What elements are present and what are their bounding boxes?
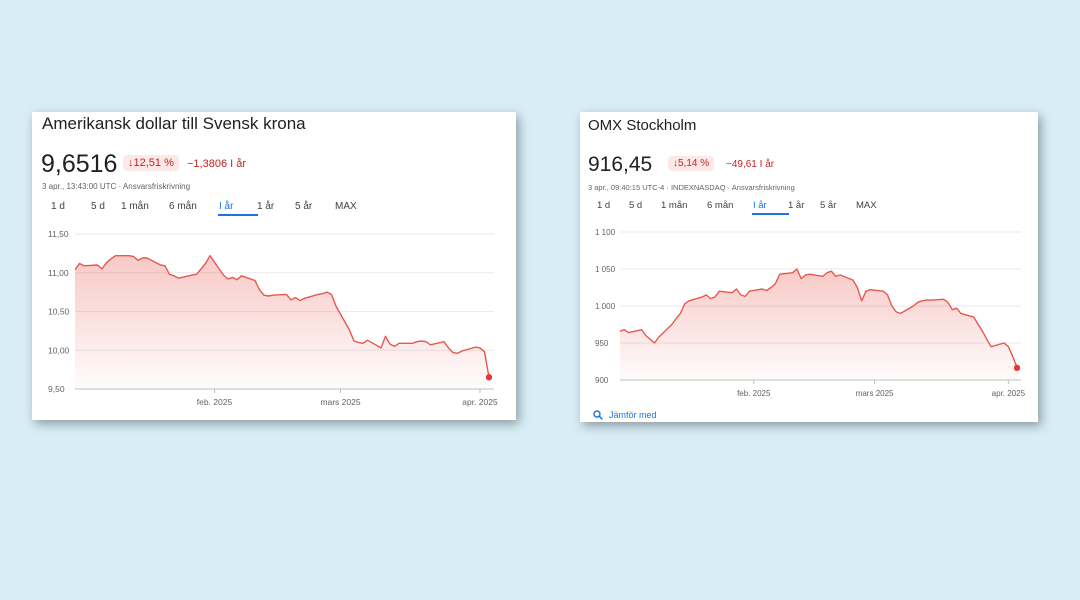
tab-1-year[interactable]: 1 år [788, 200, 805, 211]
tab-6-months[interactable]: 6 mån [169, 201, 197, 212]
y-tick-label: 11,00 [48, 268, 69, 278]
x-tick-label: apr. 2025 [462, 397, 498, 407]
series-area [620, 269, 1017, 380]
tab-ytd[interactable]: I år [752, 200, 789, 215]
current-price: 9,6516 [41, 150, 118, 178]
change-percent-badge: ↓5,14 % [668, 156, 715, 171]
compare-label: Jämför med [609, 410, 657, 420]
tab-1-year[interactable]: 1 år [257, 201, 275, 212]
card-title: Amerikansk dollar till Svensk krona [42, 114, 306, 133]
y-tick-label: 9,50 [48, 384, 65, 394]
omx-stockholm-chart[interactable]: 1 100 1 050 1 000 950 900 feb. 2025 mars 2025 a… [580, 112, 1038, 422]
change-absolute: −1,3806 I år [187, 158, 247, 170]
timestamp-disclaimer: 3 apr., 13:43:00 UTC · Ansvarsfriskrivni… [42, 182, 191, 191]
tab-ytd[interactable]: I år [218, 201, 258, 216]
tab-6-months[interactable]: 6 mån [707, 200, 734, 211]
tab-5d[interactable]: 5 d [629, 200, 643, 211]
y-tick-label: 10,00 [48, 345, 70, 355]
x-tick-label: feb. 2025 [737, 389, 771, 398]
change-absolute: −49,61 I år [726, 159, 775, 170]
range-tabs: 1 d 5 d 1 mån 6 mån I år 1 år 5 år MAX [51, 201, 365, 216]
last-value-point [485, 374, 493, 381]
series-line [74, 255, 490, 378]
y-tick-label: 11,50 [48, 229, 69, 239]
x-tick-label: apr. 2025 [992, 389, 1026, 398]
current-price: 916,45 [588, 153, 653, 176]
range-tabs: 1 d 5 d 1 mån 6 mån I år 1 år 5 år MAX [597, 200, 886, 215]
card-title: OMX Stockholm [588, 117, 697, 134]
y-tick-label: 900 [595, 376, 609, 385]
tab-5-years[interactable]: 5 år [295, 201, 313, 212]
y-tick-label: 1 000 [595, 302, 616, 311]
usd-sek-card: Amerikansk dollar till Svensk krona 9,65… [32, 112, 516, 420]
tab-max[interactable]: MAX [856, 200, 877, 211]
y-tick-label: 950 [595, 339, 609, 348]
x-tick-label: feb. 2025 [197, 397, 233, 407]
y-tick-label: 1 050 [595, 265, 616, 274]
timestamp-disclaimer: 3 apr., 09:40:15 UTC-4 · INDEXNASDAQ · A… [588, 183, 795, 192]
change-percent-badge: ↓12,51 % [123, 155, 179, 171]
tab-5d[interactable]: 5 d [91, 201, 105, 212]
tab-1-month[interactable]: 1 mån [661, 200, 688, 211]
y-tick-label: 1 100 [595, 228, 616, 237]
series-line [619, 268, 1018, 369]
tab-1d[interactable]: 1 d [597, 200, 611, 211]
y-tick-label: 10,50 [48, 307, 70, 317]
tab-1-month[interactable]: 1 mån [121, 201, 149, 212]
tab-max[interactable]: MAX [335, 201, 357, 212]
last-value-point [1013, 364, 1021, 372]
tab-1d[interactable]: 1 d [51, 201, 65, 212]
tab-5-years[interactable]: 5 år [820, 200, 837, 211]
compare-button[interactable]: Jämför med [593, 410, 657, 420]
x-tick-label: mars 2025 [320, 397, 360, 407]
usd-sek-chart[interactable]: 11,50 11,00 10,50 10,00 9,50 feb. 2025 mars 20… [32, 112, 516, 420]
x-tick-label: mars 2025 [856, 389, 894, 398]
series-area [75, 255, 489, 389]
search-icon [593, 410, 603, 420]
omx-stockholm-card: OMX Stockholm 916,45 ↓5,14 % −49,61 I år… [580, 112, 1038, 422]
